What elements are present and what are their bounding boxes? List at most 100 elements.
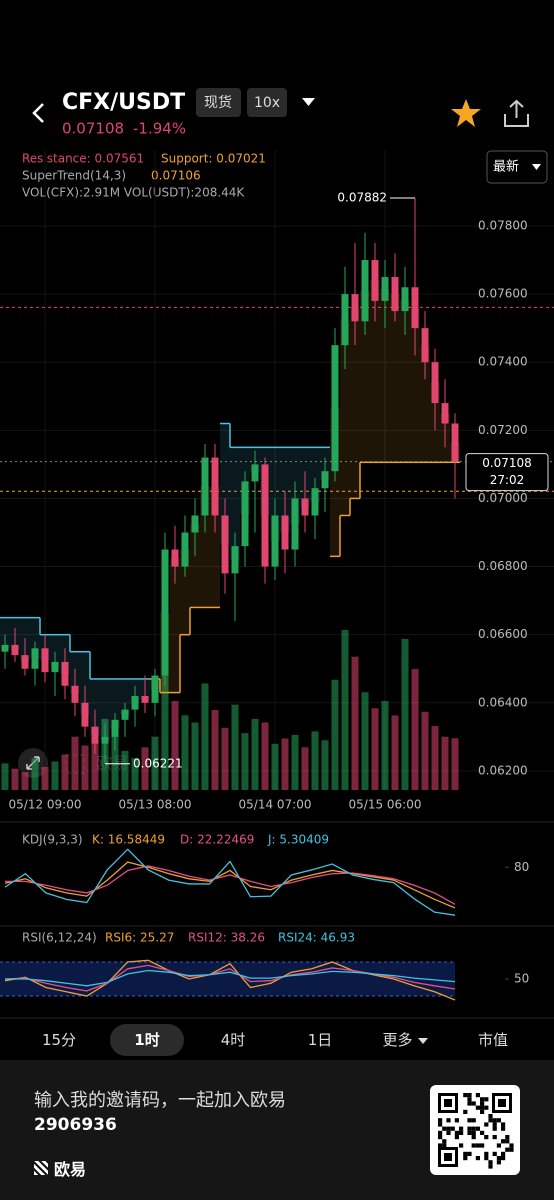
- qr-cell: [501, 1139, 506, 1144]
- volume-bar: [91, 740, 99, 790]
- volume-bar: [341, 630, 349, 790]
- dropdown-arrow: [532, 164, 541, 170]
- volume-bar: [191, 722, 199, 790]
- volume-bar: [401, 638, 409, 790]
- badge-leverage: 10x: [254, 95, 280, 111]
- qr-cell: [480, 1143, 485, 1148]
- qr-cell: [459, 1143, 464, 1148]
- candle-body: [271, 515, 279, 567]
- qr-cell: [480, 1109, 485, 1114]
- candle-body: [51, 661, 59, 673]
- qr-cell: [454, 1118, 459, 1123]
- volume-bar: [181, 715, 189, 790]
- volume-bar: [331, 679, 339, 790]
- candle-body: [331, 345, 339, 472]
- supertrend-fill: [350, 307, 360, 499]
- candle-body: [211, 457, 219, 516]
- panel-title: RSI(6,12,24): [22, 931, 97, 945]
- brand-logo: [34, 1161, 48, 1175]
- qr-cell: [467, 1126, 472, 1131]
- volume-bar: [411, 669, 419, 790]
- candle-body: [71, 685, 79, 703]
- candle-body: [21, 655, 29, 669]
- volume-bar: [251, 718, 259, 790]
- qr-cell: [475, 1156, 480, 1161]
- qr-cell: [467, 1097, 472, 1102]
- qr-cell: [505, 1139, 510, 1144]
- qr-cell: [475, 1143, 480, 1148]
- qr-cell: [471, 1130, 476, 1135]
- timeframe-tab[interactable]: 市值: [477, 1031, 508, 1049]
- qr-cell: [496, 1143, 501, 1148]
- qr-cell: [509, 1147, 514, 1152]
- qr-cell: [501, 1126, 506, 1131]
- last-price-label: 0.07108: [482, 456, 532, 470]
- supertrend-fill: [100, 678, 110, 741]
- supertrend-fill: [0, 617, 10, 649]
- volume-bar: [351, 656, 359, 790]
- y-tick-label: 0.06600: [478, 627, 528, 641]
- candle-body: [241, 481, 249, 547]
- qr-cell: [505, 1135, 510, 1140]
- qr-cell: [463, 1156, 468, 1161]
- qr-cell: [446, 1130, 451, 1135]
- volume-bar: [221, 727, 229, 790]
- timeframe-tab[interactable]: 15分: [41, 1031, 77, 1049]
- y-tick-label: 0.06800: [478, 559, 528, 573]
- qr-cell: [496, 1156, 501, 1161]
- qr-cell: [488, 1118, 493, 1123]
- volume-bar: [421, 711, 429, 790]
- supertrend-fill: [230, 447, 240, 560]
- price: 0.07108: [62, 120, 124, 138]
- legend-entry: K: 16.58449: [92, 833, 165, 847]
- supertrend-fill: [210, 486, 220, 608]
- candle-body: [91, 726, 99, 744]
- share-button[interactable]: [504, 99, 529, 127]
- qr-cell: [475, 1105, 480, 1110]
- qr-cell: [471, 1126, 476, 1131]
- timeframe-tab[interactable]: 1时: [110, 1024, 184, 1056]
- qr-cell: [467, 1118, 472, 1123]
- qr-cell: [442, 1139, 447, 1144]
- qr-cell: [438, 1143, 443, 1148]
- volume-bar: [131, 758, 139, 790]
- candle-body: [151, 675, 159, 703]
- favorite-star[interactable]: [451, 99, 481, 127]
- supertrend-fill: [120, 678, 130, 715]
- volume-bar: [231, 704, 239, 790]
- y-tick-label: 50: [514, 972, 529, 986]
- candle-body: [121, 709, 129, 720]
- candle-body: [141, 695, 149, 703]
- qr-cell: [442, 1143, 447, 1148]
- legend-entry: RSI24: 46.93: [278, 931, 355, 945]
- qr-cell: [454, 1135, 459, 1140]
- volume-bar: [281, 738, 289, 790]
- legend-entry: RSI12: 38.26: [188, 931, 265, 945]
- qr-cell: [446, 1126, 451, 1131]
- timeframe-tab[interactable]: 更多: [368, 1024, 442, 1056]
- resistance-label: Resistance: 0.07561: [22, 152, 144, 166]
- indicator-line: [5, 865, 456, 905]
- qr-cell: [480, 1130, 485, 1135]
- pair-dropdown[interactable]: [302, 98, 315, 106]
- supertrend-fill: [370, 280, 380, 463]
- candle-body: [451, 423, 459, 462]
- volume-bar: [201, 683, 209, 790]
- legend-entry: RSI6: 25.27: [105, 931, 174, 945]
- candle-body: [1, 644, 9, 652]
- candle-body: [61, 661, 69, 686]
- volume-label: VOL(CFX):2.91M VOL(USDT):208.44K: [22, 186, 245, 200]
- back-button[interactable]: [32, 103, 44, 123]
- timeframe-tab[interactable]: 4时: [220, 1031, 246, 1049]
- qr-cell: [484, 1156, 489, 1161]
- timeframe-tab[interactable]: 1日: [307, 1031, 333, 1049]
- supertrend-fill: [420, 345, 430, 463]
- qr-cell: [475, 1126, 480, 1131]
- volume-bar: [241, 733, 249, 790]
- qr-cell: [501, 1122, 506, 1127]
- qr-cell: [480, 1105, 485, 1110]
- y-tick-label: 0.07600: [478, 287, 528, 301]
- qr-cell: [484, 1097, 489, 1102]
- supertrend-fill: [280, 447, 290, 533]
- price-type-select[interactable]: [486, 150, 548, 184]
